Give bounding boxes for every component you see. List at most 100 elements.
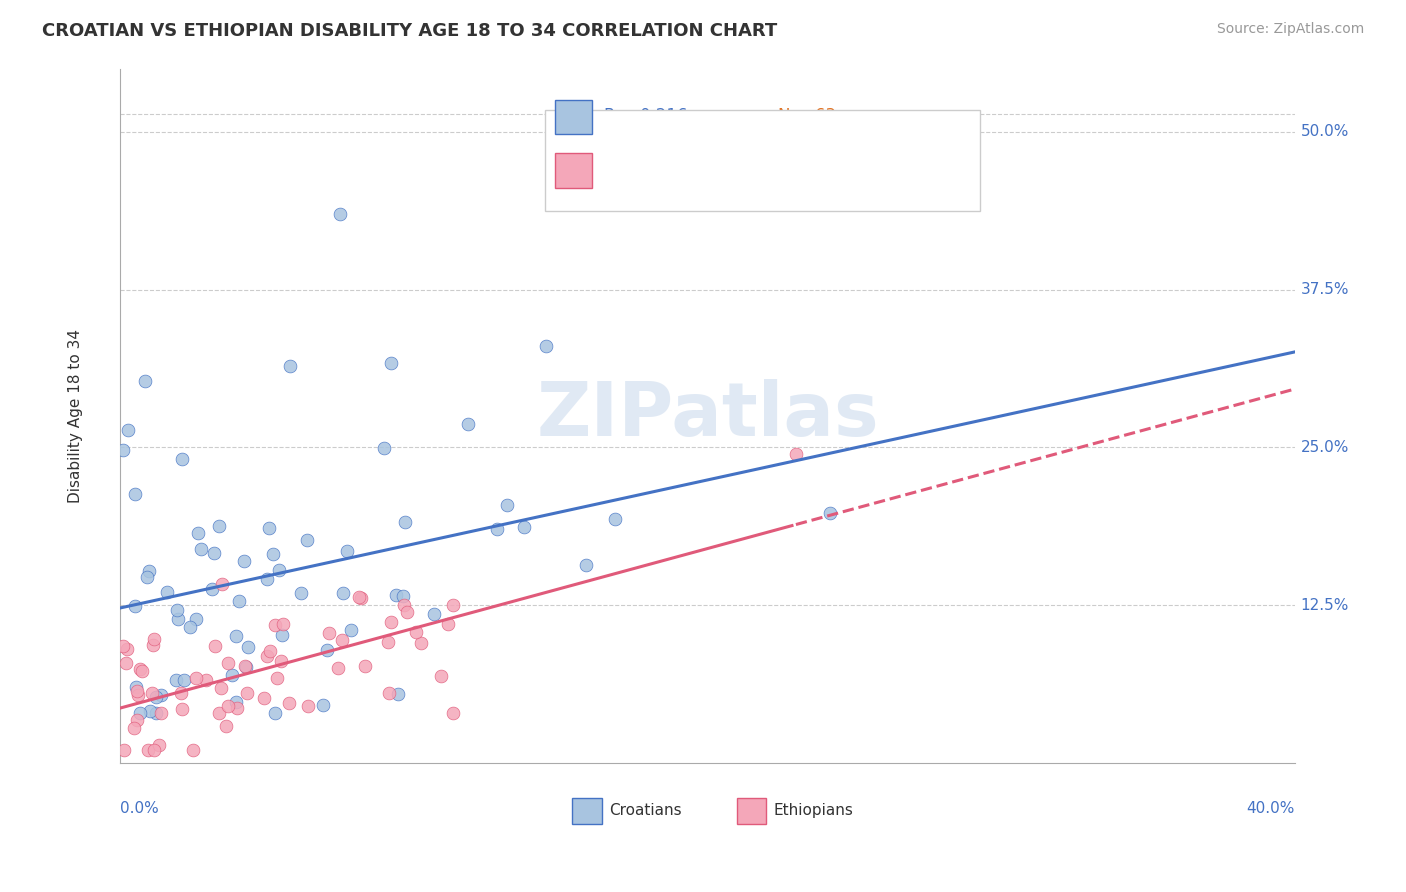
Point [266,671,288,685]
Point [332,586,354,600]
Point [145,706,167,720]
Point [181,743,204,757]
Point [385,588,408,602]
Point [201,582,224,597]
Point [143,632,166,646]
Point [148,738,170,752]
Point [353,659,375,673]
Point [271,617,294,632]
Text: R = 0.216: R = 0.216 [605,107,688,125]
Point [112,443,135,458]
Point [127,684,149,698]
Point [373,441,395,455]
Point [297,699,319,714]
Point [235,660,257,674]
Point [340,624,363,638]
Point [225,695,247,709]
Point [441,706,464,721]
Point [166,603,188,617]
FancyBboxPatch shape [737,797,766,824]
Point [394,515,416,529]
Point [236,686,259,700]
Point [125,680,148,694]
Point [330,632,353,647]
Point [156,585,179,599]
Point [233,659,256,673]
Text: 25.0%: 25.0% [1301,440,1350,455]
Text: Disability Age 18 to 34: Disability Age 18 to 34 [67,329,83,503]
Point [112,743,135,757]
Point [135,569,157,583]
Point [184,612,207,626]
Point [264,706,287,720]
Point [209,681,232,695]
Point [208,706,231,720]
Point [315,642,337,657]
Text: 37.5%: 37.5% [1301,282,1350,297]
Point [142,639,165,653]
Point [179,620,201,634]
Point [143,743,166,757]
Point [350,591,373,605]
FancyBboxPatch shape [572,797,602,824]
Point [256,648,278,663]
Point [217,656,239,670]
Point [257,521,280,535]
Point [336,544,359,558]
Point [225,701,247,715]
Point [131,664,153,678]
Point [165,673,187,687]
Point [785,447,807,461]
Point [269,563,291,577]
Point [211,576,233,591]
Point [392,598,415,612]
Point [124,721,146,735]
Point [138,743,160,757]
Point [204,639,226,653]
Point [186,671,208,685]
Text: Croatians: Croatians [609,804,682,819]
Point [112,639,135,653]
Point [125,713,148,727]
Point [405,625,427,640]
Point [115,642,138,657]
Point [127,689,149,703]
Point [277,696,299,710]
Point [124,599,146,613]
Text: 0.0%: 0.0% [120,801,159,816]
Text: Ethiopians: Ethiopians [773,804,853,819]
Point [295,533,318,548]
Point [138,564,160,578]
Point [139,705,162,719]
Point [326,661,349,675]
Text: N = 59: N = 59 [778,161,837,179]
Point [232,554,254,568]
Point [311,698,333,712]
Point [485,522,508,536]
Point [215,719,238,733]
Point [380,356,402,370]
Point [391,589,413,603]
Text: 12.5%: 12.5% [1301,598,1350,613]
Point [318,626,340,640]
Point [149,706,172,720]
Point [217,698,239,713]
Point [290,585,312,599]
Text: 40.0%: 40.0% [1247,801,1295,816]
Point [253,690,276,705]
Point [194,673,217,687]
Point [259,644,281,658]
Point [134,374,156,388]
Point [377,634,399,648]
Point [114,656,136,670]
Point [238,640,260,654]
Point [141,686,163,700]
Point [170,686,193,700]
Text: R = 0.418: R = 0.418 [605,161,688,179]
Point [263,618,285,632]
Point [349,590,371,604]
Point [128,706,150,720]
Point [262,547,284,561]
Point [145,690,167,704]
Point [395,605,418,619]
